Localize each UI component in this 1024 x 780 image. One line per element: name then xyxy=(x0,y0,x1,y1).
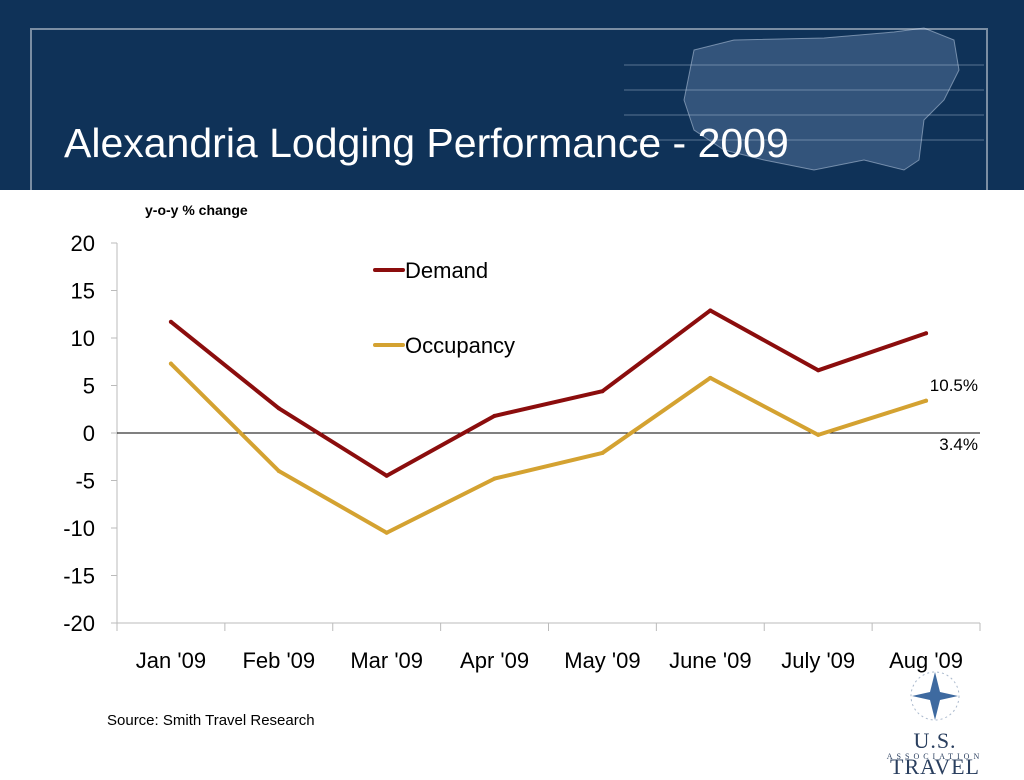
data-point-occupancy xyxy=(276,469,281,473)
legend-label-occupancy: Occupancy xyxy=(405,333,515,358)
star-icon xyxy=(910,671,960,721)
y-tick-label: -5 xyxy=(75,469,95,494)
title-banner: Alexandria Lodging Performance - 2009 xyxy=(0,0,1024,190)
x-tick-label: Mar '09 xyxy=(350,648,423,673)
series-line-occupancy xyxy=(168,361,929,535)
us-travel-logo: U.S. TRAVEL ASSOCIATION xyxy=(872,668,1002,779)
series-line-demand xyxy=(168,308,929,478)
data-point-occupancy xyxy=(492,476,497,481)
slide-title: Alexandria Lodging Performance - 2009 xyxy=(64,120,789,166)
us-map-decoration xyxy=(624,27,984,171)
chart-y-axis-label: y-o-y % change xyxy=(145,202,248,218)
source-note: Source: Smith Travel Research xyxy=(107,712,315,729)
data-point-demand xyxy=(276,406,281,411)
data-point-demand xyxy=(600,389,605,394)
data-point-demand xyxy=(384,473,389,478)
annotation-demand: 10.5% xyxy=(930,376,978,395)
annotation-occupancy: 3.4% xyxy=(939,435,978,454)
y-tick-label: -20 xyxy=(63,611,95,636)
y-tick-label: 10 xyxy=(71,326,95,351)
y-tick-label: -10 xyxy=(63,516,95,541)
y-tick-label: 5 xyxy=(83,374,95,399)
y-tick-label: 0 xyxy=(83,421,95,446)
x-tick-label: May '09 xyxy=(564,648,640,673)
data-point-occupancy xyxy=(708,375,713,380)
data-point-occupancy xyxy=(168,361,173,366)
data-point-demand xyxy=(816,368,821,373)
data-point-demand xyxy=(924,331,929,336)
data-point-occupancy xyxy=(924,398,929,403)
data-point-occupancy xyxy=(384,530,389,535)
x-tick-label: Aug '09 xyxy=(889,648,963,673)
x-tick-label: June '09 xyxy=(669,648,752,673)
legend-label-demand: Demand xyxy=(405,258,488,283)
x-tick-label: Jan '09 xyxy=(136,648,206,673)
logo-subtitle: ASSOCIATION xyxy=(886,752,984,761)
banner-frame xyxy=(30,28,988,190)
x-tick-label: Feb '09 xyxy=(242,648,315,673)
data-point-occupancy xyxy=(816,432,821,437)
y-tick-label: -15 xyxy=(63,564,95,589)
data-point-occupancy xyxy=(600,450,605,455)
y-tick-label: 20 xyxy=(71,231,95,256)
data-point-demand xyxy=(168,319,173,324)
data-point-demand xyxy=(708,308,713,313)
x-tick-label: Apr '09 xyxy=(460,648,529,673)
x-tick-label: July '09 xyxy=(781,648,855,673)
data-point-demand xyxy=(492,413,497,418)
y-tick-label: 15 xyxy=(71,279,95,304)
